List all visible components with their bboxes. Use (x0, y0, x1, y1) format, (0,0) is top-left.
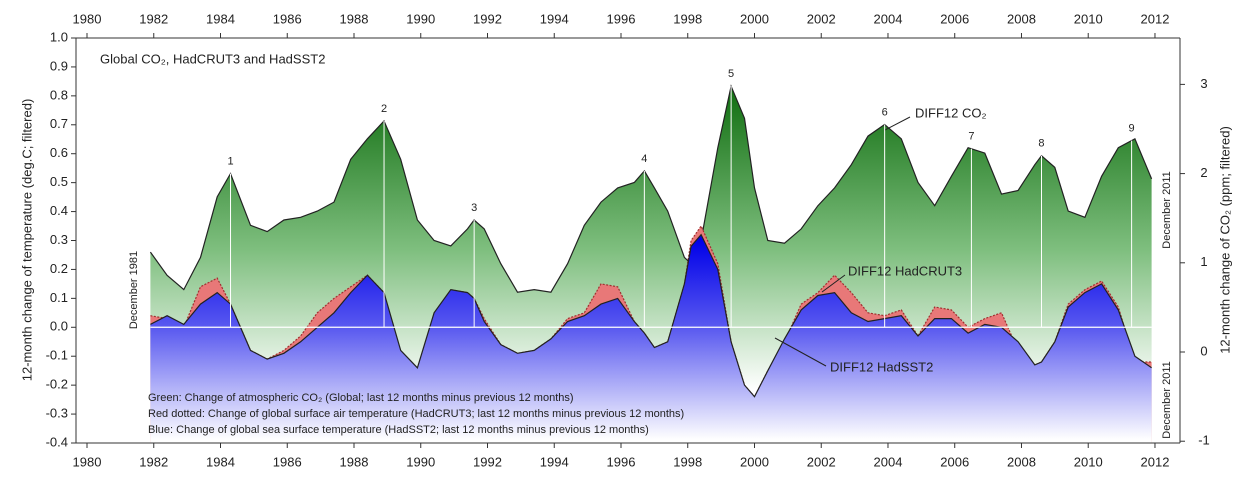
y-tick-label: 0.5 (50, 174, 68, 189)
x-tick-label: 2012 (1141, 454, 1170, 469)
x-tick-label-top: 1984 (206, 11, 235, 26)
x-tick-label: 1986 (273, 454, 302, 469)
y-tick-label: 0.6 (50, 145, 68, 160)
y-tick-label: -0.4 (46, 434, 68, 449)
x-tick-label-top: 2006 (940, 11, 969, 26)
note: Blue: Change of global sea surface tempe… (148, 424, 649, 436)
peak-label: 1 (227, 156, 233, 168)
peak-label: 4 (641, 153, 647, 165)
x-tick-label-top: 2010 (1074, 11, 1103, 26)
y-tick-label: 0.1 (50, 290, 68, 305)
x-tick-label: 2002 (807, 454, 836, 469)
x-tick-label: 1990 (406, 454, 435, 469)
leader-line (884, 116, 911, 131)
y2-tick-label: 0 (1200, 343, 1207, 358)
y-tick-label: 0.7 (50, 116, 68, 131)
legend-entry: DIFF12 CO₂ (915, 105, 987, 120)
y-tick-label: -0.3 (46, 406, 68, 421)
leader-line (774, 337, 827, 367)
series-line (149, 84, 1153, 293)
y-axis-label: 12-month change of temperature (deg.C; f… (19, 99, 34, 382)
leader-line (821, 274, 846, 293)
y-tick-label: 0.8 (50, 87, 68, 102)
x-tick-label-top: 1992 (473, 11, 502, 26)
x-tick-label-top: 1996 (607, 11, 636, 26)
y2-tick-label: -1 (1198, 433, 1210, 448)
series-area (150, 234, 1152, 443)
x-tick-label-top: 1982 (139, 11, 168, 26)
series-line (150, 224, 1152, 398)
x-tick-label-top: 1980 (73, 11, 102, 26)
x-tick-label: 1988 (340, 454, 369, 469)
annotation: December 2011 (1161, 171, 1173, 248)
x-tick-label-top: 2008 (1007, 11, 1036, 26)
x-tick-label-top: 2004 (874, 11, 903, 26)
y-tick-label: 0.0 (50, 319, 68, 334)
x-tick-label: 1982 (139, 454, 168, 469)
x-tick-label-top: 1988 (340, 11, 369, 26)
legend-entry: DIFF12 HadCRUT3 (848, 263, 962, 278)
x-tick-label: 2004 (874, 454, 903, 469)
x-tick-label-top: 1994 (540, 11, 569, 26)
y-tick-label: 0.2 (50, 261, 68, 276)
peak-label: 7 (968, 131, 974, 143)
peak-label: 5 (728, 68, 734, 80)
x-tick-label: 2006 (940, 454, 969, 469)
chart-title: Global CO₂, HadCRUT3 and HadSST2 (100, 51, 325, 66)
x-tick-label: 1994 (540, 454, 569, 469)
note: Green: Change of atmospheric CO₂ (Global… (148, 392, 574, 404)
x-tick-label: 2008 (1007, 454, 1036, 469)
y-tick-label: 0.3 (50, 232, 68, 247)
y2-axis-label: 12-month change of CO₂ (ppm; filtered) (1217, 126, 1232, 354)
y-tick-label: 0.4 (50, 203, 68, 218)
y-tick-label: 1.0 (50, 29, 68, 44)
x-tick-label: 1996 (607, 454, 636, 469)
x-tick-label-top: 1986 (273, 11, 302, 26)
peak-label: 9 (1129, 122, 1135, 134)
y-tick-label: 0.9 (50, 58, 68, 73)
x-tick-label: 1992 (473, 454, 502, 469)
annotation: December 2011 (1161, 361, 1173, 438)
x-tick-label-top: 1990 (406, 11, 435, 26)
peak-label: 2 (381, 103, 387, 115)
annotation: December 1981 (128, 251, 140, 329)
x-tick-label-top: 2000 (740, 11, 769, 26)
x-tick-label: 2000 (740, 454, 769, 469)
y2-tick-label: 1 (1200, 254, 1207, 269)
peak-label: 6 (882, 106, 888, 118)
x-tick-label-top: 2002 (807, 11, 836, 26)
series-line (150, 233, 1152, 398)
y2-tick-label: 3 (1200, 76, 1207, 91)
x-tick-label-top: 1998 (673, 11, 702, 26)
peak-label: 3 (471, 202, 477, 214)
y2-tick-label: 2 (1200, 165, 1207, 180)
legend-entry: DIFF12 HadSST2 (830, 359, 933, 374)
x-tick-label: 2010 (1074, 454, 1103, 469)
x-tick-label: 1984 (206, 454, 235, 469)
x-tick-label: 1980 (73, 454, 102, 469)
x-tick-label: 1998 (673, 454, 702, 469)
x-tick-label-top: 2012 (1141, 11, 1170, 26)
y-tick-label: -0.2 (46, 377, 68, 392)
y-tick-label: -0.1 (46, 348, 68, 363)
note: Red dotted: Change of global surface air… (148, 408, 684, 420)
peak-label: 8 (1038, 138, 1044, 150)
